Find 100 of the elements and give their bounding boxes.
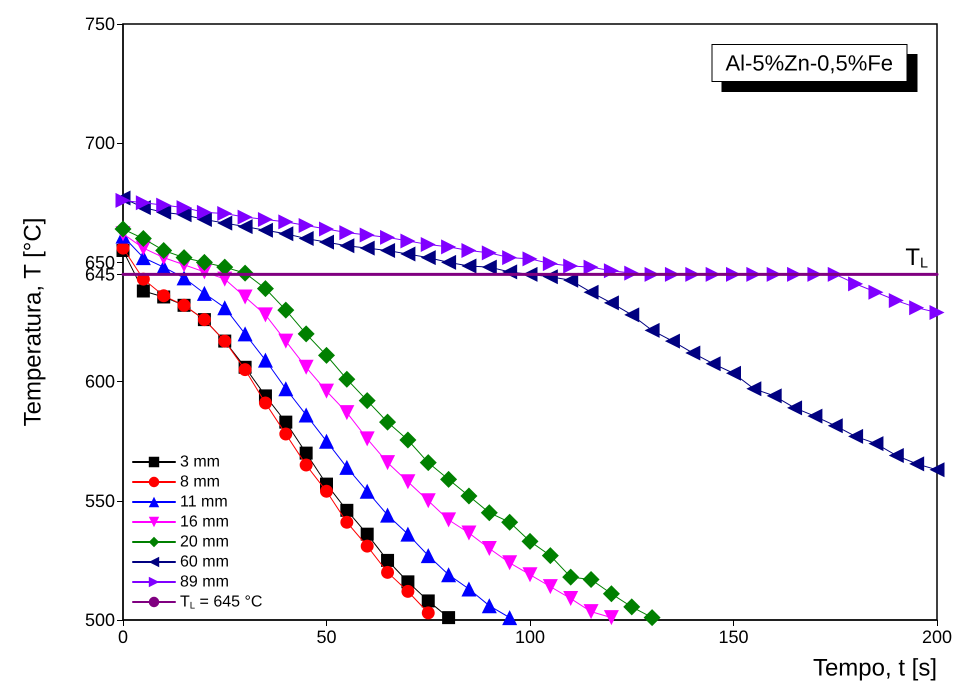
point — [319, 384, 334, 399]
annotation: Al-5%Zn-0,5%Fe — [725, 50, 894, 76]
legend-label: 8 mm — [180, 474, 220, 490]
point — [584, 284, 599, 300]
point — [848, 428, 864, 444]
point — [319, 222, 334, 237]
point — [482, 598, 497, 614]
legend-label: 11 mm — [180, 494, 228, 510]
point — [482, 540, 497, 556]
point — [441, 512, 456, 528]
point — [156, 198, 172, 213]
point — [217, 216, 232, 231]
point — [360, 431, 375, 446]
point — [930, 462, 944, 478]
point — [602, 585, 620, 602]
point — [909, 456, 924, 472]
point — [422, 606, 435, 620]
point — [360, 240, 375, 256]
point — [888, 448, 904, 464]
point — [217, 206, 232, 222]
x-tick-label: 0 — [118, 627, 128, 647]
point — [502, 610, 518, 626]
point — [888, 293, 904, 308]
point — [279, 428, 292, 441]
point — [360, 484, 375, 499]
point — [482, 260, 497, 275]
point — [277, 302, 294, 319]
point — [930, 304, 944, 320]
y-tick-label: 600 — [84, 372, 115, 392]
point — [461, 582, 476, 597]
point — [134, 230, 152, 248]
point — [542, 579, 558, 594]
point — [909, 300, 924, 316]
point — [623, 598, 640, 616]
point — [339, 405, 354, 420]
point — [400, 474, 416, 490]
y-tick-label: 550 — [84, 490, 115, 511]
point — [238, 326, 253, 342]
point — [807, 408, 822, 424]
point — [706, 356, 721, 372]
point — [114, 220, 132, 238]
x-tick-label: 150 — [718, 627, 749, 647]
point — [420, 493, 436, 508]
point — [480, 504, 498, 522]
point — [562, 568, 580, 586]
point — [868, 284, 884, 300]
point — [420, 548, 436, 564]
point — [380, 230, 396, 245]
point — [338, 370, 356, 388]
point — [319, 434, 334, 449]
point — [461, 242, 476, 258]
point — [522, 567, 538, 582]
point — [256, 280, 274, 298]
point — [258, 396, 272, 410]
point — [278, 334, 294, 349]
point — [644, 609, 661, 626]
point — [461, 258, 476, 274]
point — [300, 458, 313, 472]
point — [360, 227, 375, 242]
point — [441, 239, 456, 254]
point — [156, 204, 172, 220]
point — [582, 570, 600, 588]
point — [420, 250, 436, 266]
point — [278, 214, 294, 230]
point — [399, 432, 416, 449]
point — [339, 238, 354, 254]
point — [604, 610, 619, 626]
point — [358, 392, 376, 410]
point — [482, 245, 497, 260]
y-tick-label: 700 — [84, 133, 115, 154]
point — [360, 540, 374, 553]
point — [196, 204, 212, 220]
point — [176, 249, 193, 266]
y-axis-title: Temperatura, T [°C] — [20, 218, 46, 426]
point — [258, 352, 273, 368]
legend-label: 16 mm — [180, 514, 229, 530]
point — [298, 407, 314, 422]
point — [522, 251, 538, 266]
point — [238, 289, 253, 304]
point — [319, 234, 334, 250]
point — [258, 307, 273, 322]
point — [401, 584, 414, 598]
point — [318, 346, 335, 364]
point — [136, 284, 150, 298]
x-tick-label: 100 — [514, 627, 546, 647]
point — [278, 381, 294, 396]
x-tick-label: 50 — [316, 627, 337, 647]
point — [400, 233, 416, 248]
point — [238, 210, 253, 225]
point — [501, 514, 518, 531]
point — [442, 611, 456, 624]
point — [380, 455, 396, 470]
point — [726, 366, 741, 381]
point — [340, 504, 354, 517]
point — [604, 295, 619, 310]
point — [360, 528, 374, 541]
legend-label: 89 mm — [180, 574, 229, 590]
y-tick-label: 500 — [84, 610, 115, 630]
point — [196, 254, 213, 271]
point — [420, 237, 436, 252]
